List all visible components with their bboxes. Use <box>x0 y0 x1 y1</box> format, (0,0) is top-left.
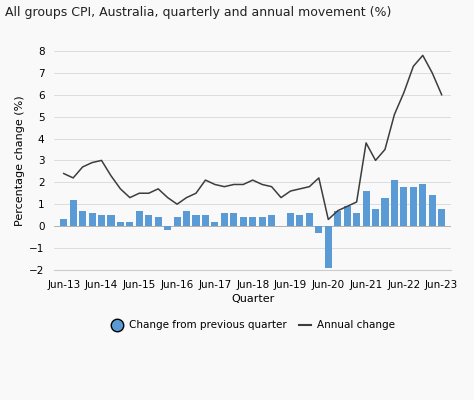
Bar <box>89 213 96 226</box>
Bar <box>79 211 86 226</box>
Bar <box>306 213 313 226</box>
Bar <box>240 217 247 226</box>
Bar <box>268 215 275 226</box>
Bar <box>202 215 209 226</box>
Bar <box>173 217 181 226</box>
Bar <box>296 215 303 226</box>
Bar <box>382 198 389 226</box>
Bar <box>60 220 67 226</box>
Bar <box>438 208 445 226</box>
Legend: Change from previous quarter, Annual change: Change from previous quarter, Annual cha… <box>111 320 394 330</box>
Bar <box>363 191 370 226</box>
Bar <box>391 180 398 226</box>
Bar <box>117 222 124 226</box>
Bar <box>372 208 379 226</box>
Bar <box>419 184 426 226</box>
Bar <box>287 213 294 226</box>
Text: All groups CPI, Australia, quarterly and annual movement (%): All groups CPI, Australia, quarterly and… <box>5 6 391 19</box>
Bar <box>145 215 152 226</box>
Bar <box>353 213 360 226</box>
Bar <box>183 211 190 226</box>
X-axis label: Quarter: Quarter <box>231 294 274 304</box>
Bar <box>155 217 162 226</box>
Bar <box>136 211 143 226</box>
Bar <box>221 213 228 226</box>
Bar <box>315 226 322 233</box>
Bar <box>344 206 351 226</box>
Bar <box>334 211 341 226</box>
Bar <box>164 226 171 230</box>
Bar <box>98 215 105 226</box>
Bar <box>230 213 237 226</box>
Bar <box>192 215 200 226</box>
Bar <box>70 200 77 226</box>
Bar <box>325 226 332 268</box>
Y-axis label: Percentage change (%): Percentage change (%) <box>15 95 25 226</box>
Bar <box>401 187 408 226</box>
Bar <box>126 222 133 226</box>
Bar <box>410 187 417 226</box>
Bar <box>259 217 266 226</box>
Bar <box>211 222 219 226</box>
Bar <box>428 196 436 226</box>
Bar <box>249 217 256 226</box>
Bar <box>108 215 115 226</box>
